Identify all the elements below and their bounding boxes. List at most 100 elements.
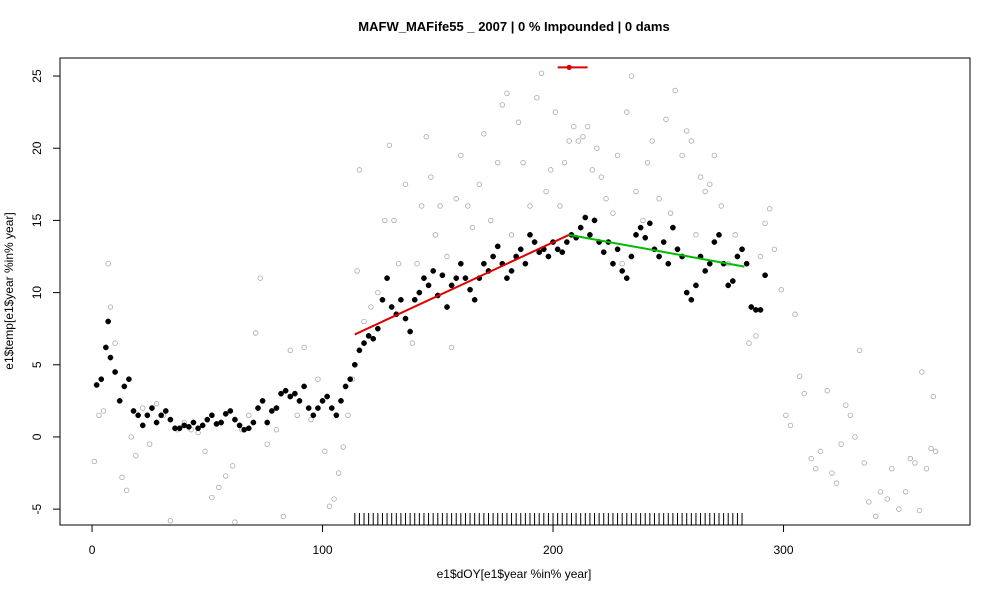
filled-point [342, 383, 349, 390]
filled-point [693, 282, 699, 289]
open-point [801, 390, 807, 397]
open-point [580, 133, 586, 140]
open-point [508, 232, 515, 238]
open-point [603, 196, 609, 202]
filled-point [162, 408, 169, 414]
filled-point [292, 390, 298, 397]
open-point [202, 448, 208, 455]
filled-point [259, 398, 266, 404]
open-point [375, 289, 381, 296]
open-point [96, 412, 102, 418]
filled-point [338, 398, 344, 404]
open-point [907, 455, 914, 462]
open-point [257, 275, 264, 281]
open-point [232, 519, 238, 525]
x-tick-label: 100 [313, 543, 333, 557]
open-point [308, 416, 314, 423]
open-point [488, 217, 494, 224]
open-point [930, 393, 937, 400]
filled-point [195, 425, 201, 432]
open-point [916, 507, 923, 514]
open-point [123, 487, 130, 494]
open-point [557, 203, 563, 209]
filled-point [232, 416, 238, 423]
filled-point [564, 239, 570, 245]
open-point [589, 167, 595, 173]
filled-point [190, 419, 197, 426]
filled-point [112, 369, 118, 375]
open-point [133, 453, 139, 459]
filled-point [301, 383, 307, 390]
filled-point [762, 272, 768, 279]
open-point [229, 463, 236, 469]
filled-point [116, 398, 123, 404]
open-point [866, 499, 872, 505]
plot-frame [59, 57, 971, 526]
open-point [912, 460, 918, 466]
filled-point [139, 422, 146, 429]
filled-point [264, 419, 271, 426]
open-point [495, 159, 501, 166]
open-point [515, 119, 522, 125]
open-point [684, 128, 690, 134]
open-point [423, 133, 429, 140]
filled-point [706, 260, 713, 267]
filled-point [527, 231, 533, 238]
x-tick-label: 300 [774, 543, 794, 557]
filled-point [623, 275, 630, 281]
filled-point [545, 253, 552, 260]
filled-point [402, 315, 409, 322]
open-point [923, 466, 930, 472]
filled-point [716, 231, 722, 238]
filled-point [670, 224, 676, 231]
open-point [808, 455, 814, 462]
open-point [697, 174, 704, 180]
open-point [656, 196, 662, 202]
filled-point [444, 304, 450, 310]
open-point [409, 340, 416, 346]
open-point [354, 268, 360, 274]
filled-point [591, 217, 598, 224]
open-point [771, 246, 778, 252]
open-point [594, 145, 600, 151]
open-point [294, 412, 300, 418]
open-point [702, 188, 708, 195]
open-point [368, 304, 374, 310]
filled-point [577, 224, 584, 231]
filled-point [384, 275, 390, 281]
filled-point [273, 405, 280, 411]
filled-point [176, 425, 183, 432]
open-point [873, 513, 879, 520]
open-point [322, 448, 328, 455]
open-point [787, 422, 794, 429]
filled-point [619, 268, 626, 274]
filled-point [107, 354, 114, 361]
open-point [453, 196, 459, 202]
filled-point [504, 275, 510, 281]
open-point [326, 503, 333, 509]
open-point [688, 138, 695, 144]
filled-point [425, 282, 432, 289]
filled-point [361, 340, 367, 346]
y-tick-label: 0 [30, 433, 44, 440]
open-point [538, 70, 545, 76]
open-point [252, 330, 259, 336]
open-point [928, 445, 934, 452]
open-point [571, 123, 577, 130]
open-point [444, 253, 450, 260]
filled-point [411, 296, 418, 303]
y-axis-label: e1$temp[e1$year %in% year] [2, 212, 16, 369]
open-point [711, 152, 718, 159]
open-point [566, 138, 572, 144]
filled-point [388, 304, 395, 310]
open-point [448, 344, 455, 351]
filled-point [665, 260, 672, 267]
filled-point [236, 422, 243, 429]
open-point [391, 217, 397, 224]
open-point [548, 167, 554, 173]
open-point [610, 210, 616, 216]
open-point [280, 513, 287, 520]
open-point [856, 347, 863, 354]
filled-point [144, 412, 151, 419]
